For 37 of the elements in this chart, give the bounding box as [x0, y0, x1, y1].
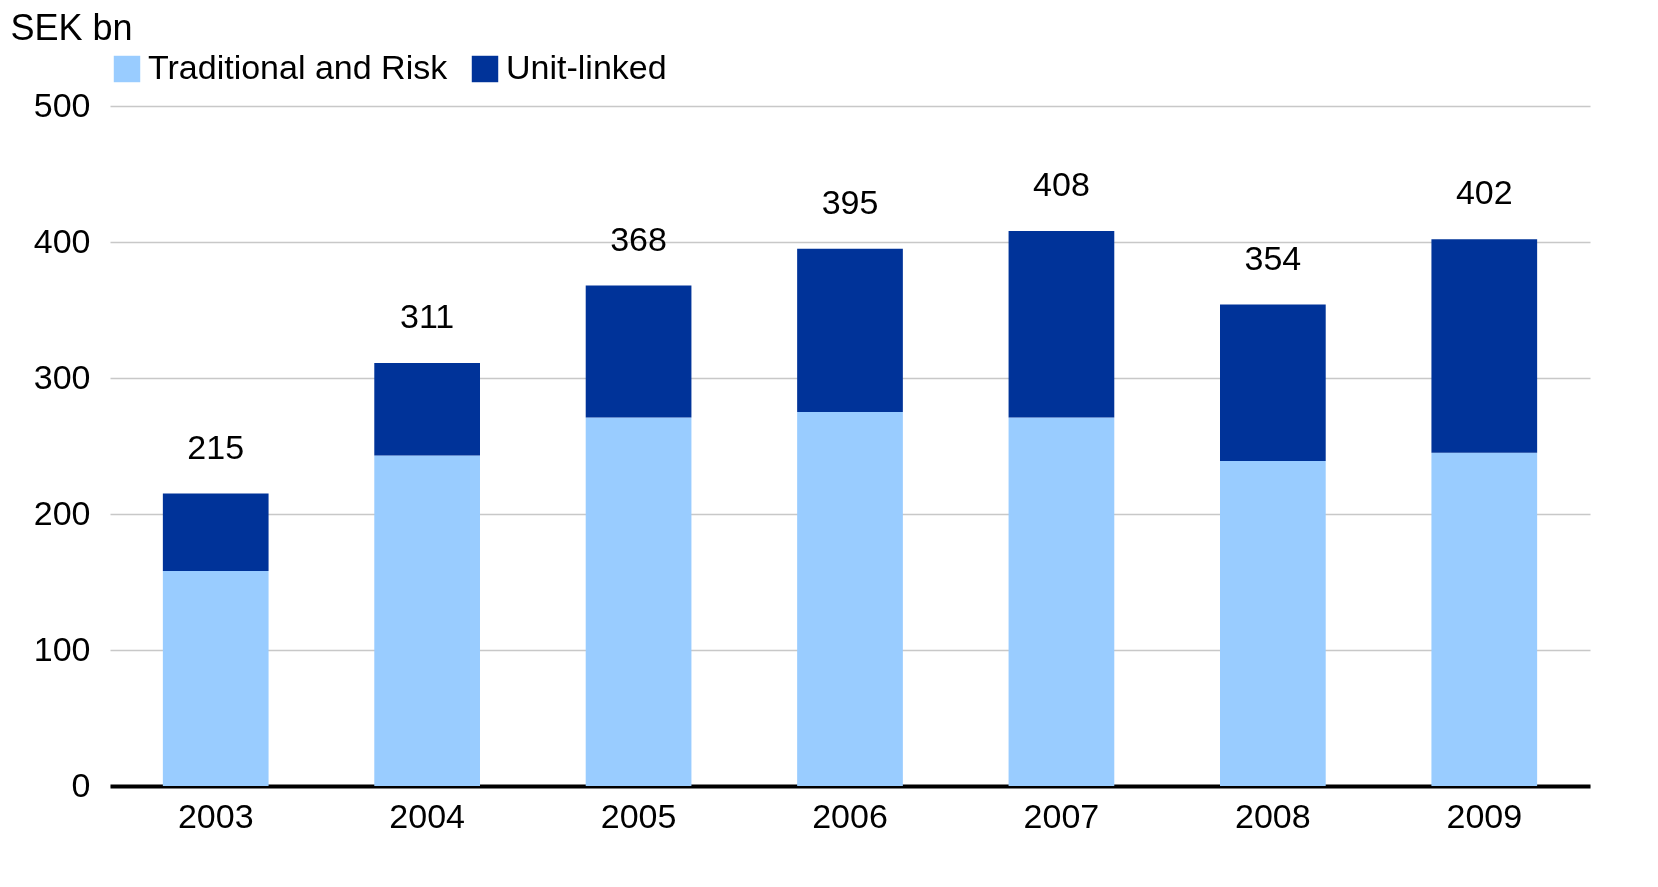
x-tick-label: 2004	[389, 796, 465, 835]
bar	[1431, 239, 1538, 453]
legend-label: Traditional and Risk	[148, 48, 449, 86]
total-label: 311	[400, 297, 455, 336]
total-label: 408	[1033, 165, 1090, 204]
x-tick-label: 2008	[1235, 796, 1311, 835]
y-tick-label: 300	[33, 357, 91, 396]
bar	[1431, 452, 1538, 786]
bar	[585, 285, 692, 418]
legend-label: Unit-linked	[506, 48, 667, 86]
y-tick-label: 100	[33, 629, 91, 668]
y-axis-title: SEK bn	[10, 6, 133, 48]
bar	[1220, 460, 1326, 786]
x-tick-label: 2005	[600, 796, 677, 835]
x-tick-label: 2003	[177, 796, 254, 835]
bar	[1220, 304, 1326, 461]
bar	[162, 493, 269, 572]
bar	[1008, 231, 1115, 418]
x-tick-label: 2007	[1023, 796, 1100, 835]
total-label: 395	[821, 182, 879, 221]
x-tick-label: 2006	[812, 796, 888, 835]
y-tick-label: 200	[33, 493, 91, 532]
x-tick-label: 2009	[1446, 796, 1523, 835]
bar	[797, 248, 903, 412]
y-tick-label: 500	[33, 85, 91, 124]
y-tick-label: 0	[71, 765, 91, 804]
bar	[585, 417, 692, 786]
total-label: 368	[610, 219, 667, 258]
bar	[374, 455, 480, 786]
bar	[797, 412, 903, 786]
total-label: 354	[1244, 238, 1302, 277]
total-label: 215	[187, 427, 245, 466]
bar	[162, 571, 269, 786]
y-tick-label: 400	[33, 221, 91, 260]
bar	[374, 363, 480, 456]
total-label: 402	[1455, 173, 1513, 212]
bar	[1008, 417, 1115, 786]
